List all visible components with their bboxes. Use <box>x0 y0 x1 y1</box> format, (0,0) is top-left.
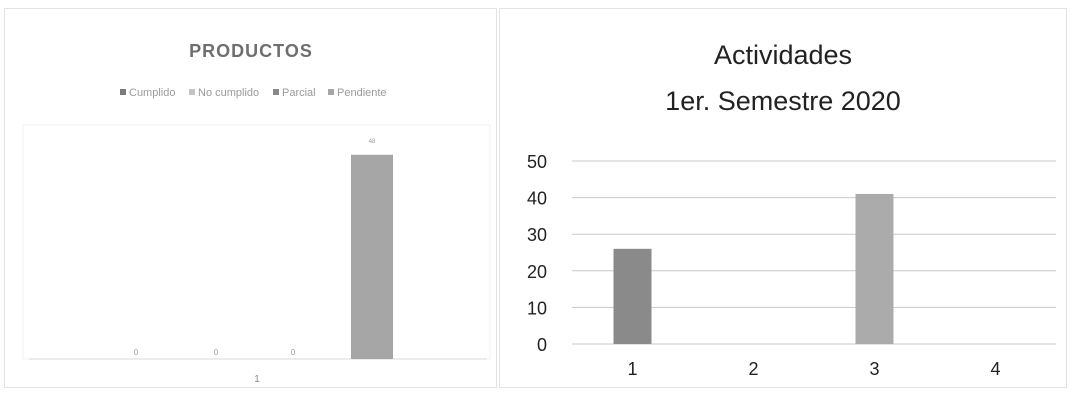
actividades-chart: Actividades 1er. Semestre 2020 010203040… <box>527 40 1056 379</box>
legend-label-pendiente: Pendiente <box>337 87 387 99</box>
x-axis-tick-labels: 1 2 3 4 <box>627 359 1000 379</box>
legend-swatch-cumplido <box>120 89 126 95</box>
data-label-no-cumplido: 0 <box>214 348 219 357</box>
y-tick-label: 20 <box>527 262 547 282</box>
actividades-chart-panel: Actividades 1er. Semestre 2020 0 10 20 30 40… <box>499 8 1067 388</box>
bar-pendiente <box>351 154 393 359</box>
y-tick-label: 50 <box>527 152 547 172</box>
bar-3 <box>855 193 894 344</box>
legend-swatch-pendiente <box>328 89 334 95</box>
legend-label-cumplido: Cumplido <box>129 87 175 99</box>
data-label-pendiente: 48 <box>369 139 376 145</box>
legend-swatch-parcial <box>273 89 279 95</box>
legend-label-no-cumplido: No cumplido <box>198 87 259 99</box>
x-tick-label: 1 <box>254 374 260 385</box>
gridlines <box>572 160 1056 345</box>
bar-1 <box>613 248 652 344</box>
plot-area <box>22 124 491 360</box>
bars-group <box>613 193 894 344</box>
chart-title-line-1: Actividades <box>714 40 852 70</box>
x-tick-label: 4 <box>990 359 1000 379</box>
y-tick-label: 40 <box>527 189 547 209</box>
x-tick-label: 2 <box>748 359 758 379</box>
y-axis-tick-labels: 0 10 20 30 40 50 <box>527 152 547 355</box>
y-tick-label: 30 <box>527 225 547 245</box>
legend-swatch-no-cumplido <box>189 89 195 95</box>
y-tick-label: 0 <box>537 335 547 355</box>
data-label-cumplido: 0 <box>134 348 139 357</box>
x-tick-label: 3 <box>869 359 879 379</box>
productos-chart: PRODUCTOS Cumplido No cumplido Parcial P… <box>22 41 491 385</box>
y-tick-label: 10 <box>527 298 547 318</box>
x-tick-label: 1 <box>627 359 637 379</box>
legend-label-parcial: Parcial <box>282 87 316 99</box>
bars-group: 0 0 0 48 <box>134 139 393 359</box>
chart-title-line-2: 1er. Semestre 2020 <box>665 86 901 116</box>
productos-chart-panel: PRODUCTOS Cumplido No cumplido Parcial P… <box>4 8 497 388</box>
chart-title: PRODUCTOS <box>189 41 313 61</box>
data-label-parcial: 0 <box>291 348 296 357</box>
legend: Cumplido No cumplido Parcial Pendiente <box>120 87 387 99</box>
